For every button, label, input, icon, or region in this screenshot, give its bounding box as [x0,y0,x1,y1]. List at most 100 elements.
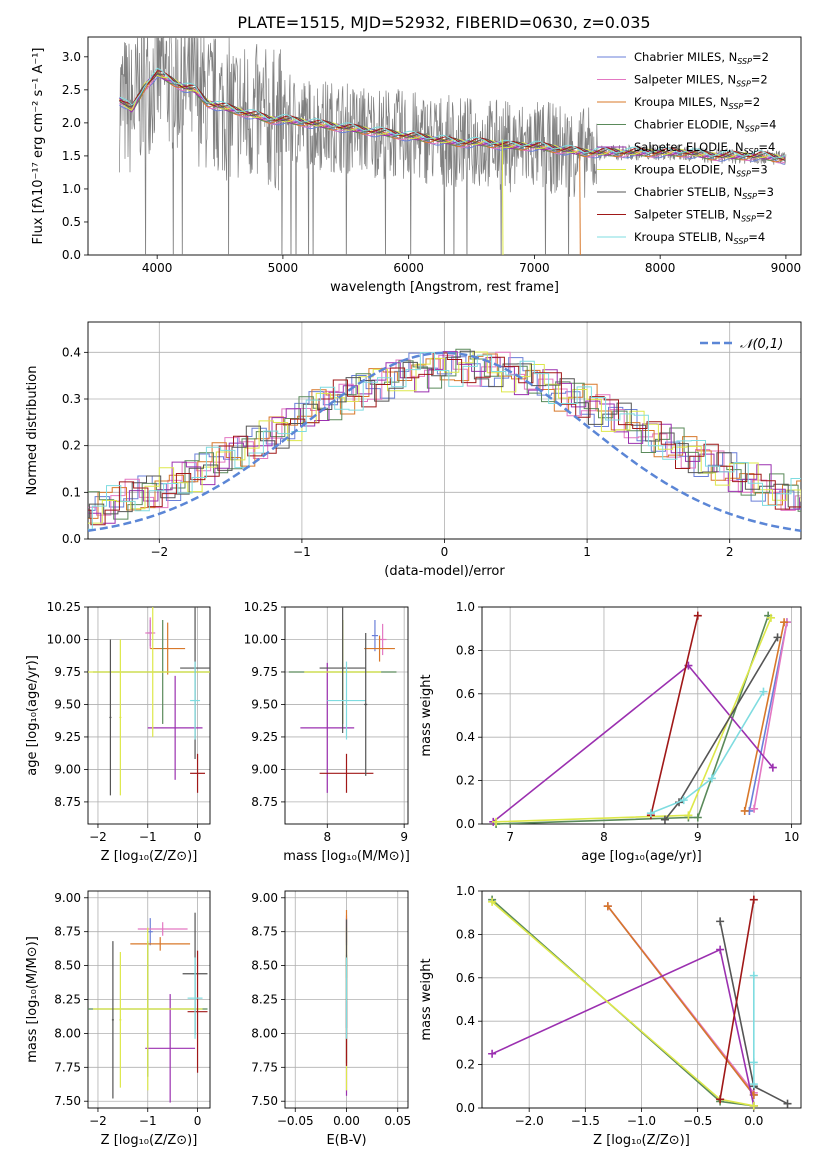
y-tick-label: 0.6 [456,687,475,701]
x-tick-label: −2.0 [515,1114,544,1128]
y-tick-label: 0.5 [62,215,81,229]
legend-label-main: Salpeter MILES, N [634,73,736,87]
errorbar-point [137,922,188,936]
legend: Chabrier MILES, NSSP=2 Salpeter MILES, N S… [597,50,776,246]
x-tick-label: 10 [784,830,799,844]
y-tick-label: 1.0 [62,182,81,196]
y-tick-label: 3.0 [62,50,81,64]
figure-title: PLATE=1515, MJD=52932, FIBERID=0630, z=0… [237,13,650,32]
mass-weight-marker [492,817,501,826]
mass-weight-marker [773,633,782,642]
legend-label-main: Salpeter STELIB, N [634,208,741,222]
mass-weight-line [743,622,785,812]
errorbar-point [145,994,196,1103]
residuals-panel: −2 −1 0 1 2 0.0 0.1 0.2 0.3 0.4 (data-model)/error… [25,321,802,579]
errorbar-point [371,619,379,652]
y-tick-label: 9.75 [54,665,81,679]
x-tick-label: 9 [400,830,408,844]
x-tick-label: 0 [441,545,449,559]
x-axis-label: age [log₁₀(age/yr)] [581,849,702,864]
y-tick-label: 8.00 [54,1026,81,1040]
x-tick-label: 0 [194,830,202,844]
legend-label-sub: SSP [729,102,744,111]
errorbar-point [92,927,203,1091]
legend-label-sub: SSP [745,125,760,134]
legend-label-end: =3 [751,163,768,177]
y-tick-label: 10.00 [244,632,278,646]
x-tick-label: 7000 [519,261,550,275]
y-tick-label: 9.25 [54,730,81,744]
observed-spectrum-line [119,37,787,255]
mass-weight-marker [759,687,768,696]
y-axis-label: Flux [fλ10⁻¹⁷ erg cm⁻² s⁻¹ A⁻¹] [31,48,46,245]
x-tick-label: 8 [600,830,608,844]
mass-vs-Z-panel: −2 −1 0 7.50 7.75 8.00 8.25 8.50 8.75 9.00 Z [log₁… [25,890,211,1148]
errorbar-point [147,675,203,780]
x-tick-label: −0.5 [683,1114,712,1128]
errorbar-point [300,662,355,793]
axes-frame [87,606,211,825]
y-axis-label: mass weight [419,958,434,1040]
errorbar-point [111,941,114,1099]
legend-label-main: Kroupa MILES, N [634,95,729,109]
y-tick-label: 10.00 [47,632,81,646]
errorbar-point [130,937,191,951]
y-tick-label: 0.0 [62,532,81,546]
legend-label: Chabrier ELODIE, NSSP=4 [634,118,776,134]
mass-weight-marker [783,1099,792,1108]
x-tick-label: 9 [694,830,702,844]
legend-label-end: =2 [756,208,773,222]
mass-weight-marker [603,902,612,911]
histogram-step [88,351,801,524]
y-tick-label: 9.25 [251,730,278,744]
mass-weight-marker [488,897,497,906]
axes-frame [481,606,802,825]
x-tick-label: 0.00 [333,1114,360,1128]
legend-label-end: =2 [752,50,769,64]
y-tick-label: 10.25 [47,600,81,614]
y-tick-label: 0.3 [62,392,81,406]
y-tick-label: 9.00 [54,762,81,776]
errorbar-point [119,952,122,1088]
x-axis-label: (data-model)/error [384,564,505,579]
histogram-step [88,352,801,530]
model-spectrum-line [119,73,786,160]
mass-weight-marker [749,1080,758,1089]
histogram-step [88,352,801,526]
errorbar-point [190,753,206,793]
x-tick-label: −0.05 [277,1114,314,1128]
x-tick-label: 2 [726,545,734,559]
y-tick-label: 0.4 [456,1014,475,1028]
legend-label: Salpeter ELODIE, NSSP=4 [634,140,775,156]
y-tick-label: 8.75 [54,925,81,939]
legend-label-sub: SSP [742,192,757,201]
y-tick-label: 0.2 [62,439,81,453]
histogram-step [88,353,801,519]
errorbar-point [150,622,186,675]
y-axis-label: mass weight [419,674,434,756]
y-tick-label: 1.0 [456,884,475,898]
legend-label-end: =4 [760,118,777,132]
age-vs-Z-panel: −2 −1 0 8.75 9.00 9.25 9.50 9.75 10.00 10.25 Z [lo… [25,600,211,864]
x-tick-label: −2 [89,830,107,844]
y-tick-label: 0.8 [456,927,475,941]
legend-label-end: =4 [758,140,775,154]
y-axis-label: age [log₁₀(age/yr)] [25,655,40,776]
y-tick-label: 0.0 [456,817,475,831]
model-spectrum-line [119,70,785,160]
legend-label: Chabrier MILES, NSSP=2 [634,50,769,66]
y-tick-label: 9.50 [54,697,81,711]
mass-weight-marker [488,1049,497,1058]
mass-weight-vs-age-panel: 7 8 9 10 0.0 0.2 0.4 0.6 0.8 1.0 age [log₁₀(age/yr… [419,600,802,864]
mass-weight-line [496,615,769,825]
legend-label-end: =2 [751,73,768,87]
mass-weight-line [650,691,765,814]
y-tick-label: 2.5 [62,83,81,97]
x-tick-label: 0 [194,1114,202,1128]
mass-weight-marker [740,806,749,815]
x-tick-label: 4000 [142,261,173,275]
y-tick-label: 0.2 [456,774,475,788]
y-tick-label: 0.8 [456,643,475,657]
mass-weight-marker [749,971,758,980]
errorbar-point [119,639,122,796]
